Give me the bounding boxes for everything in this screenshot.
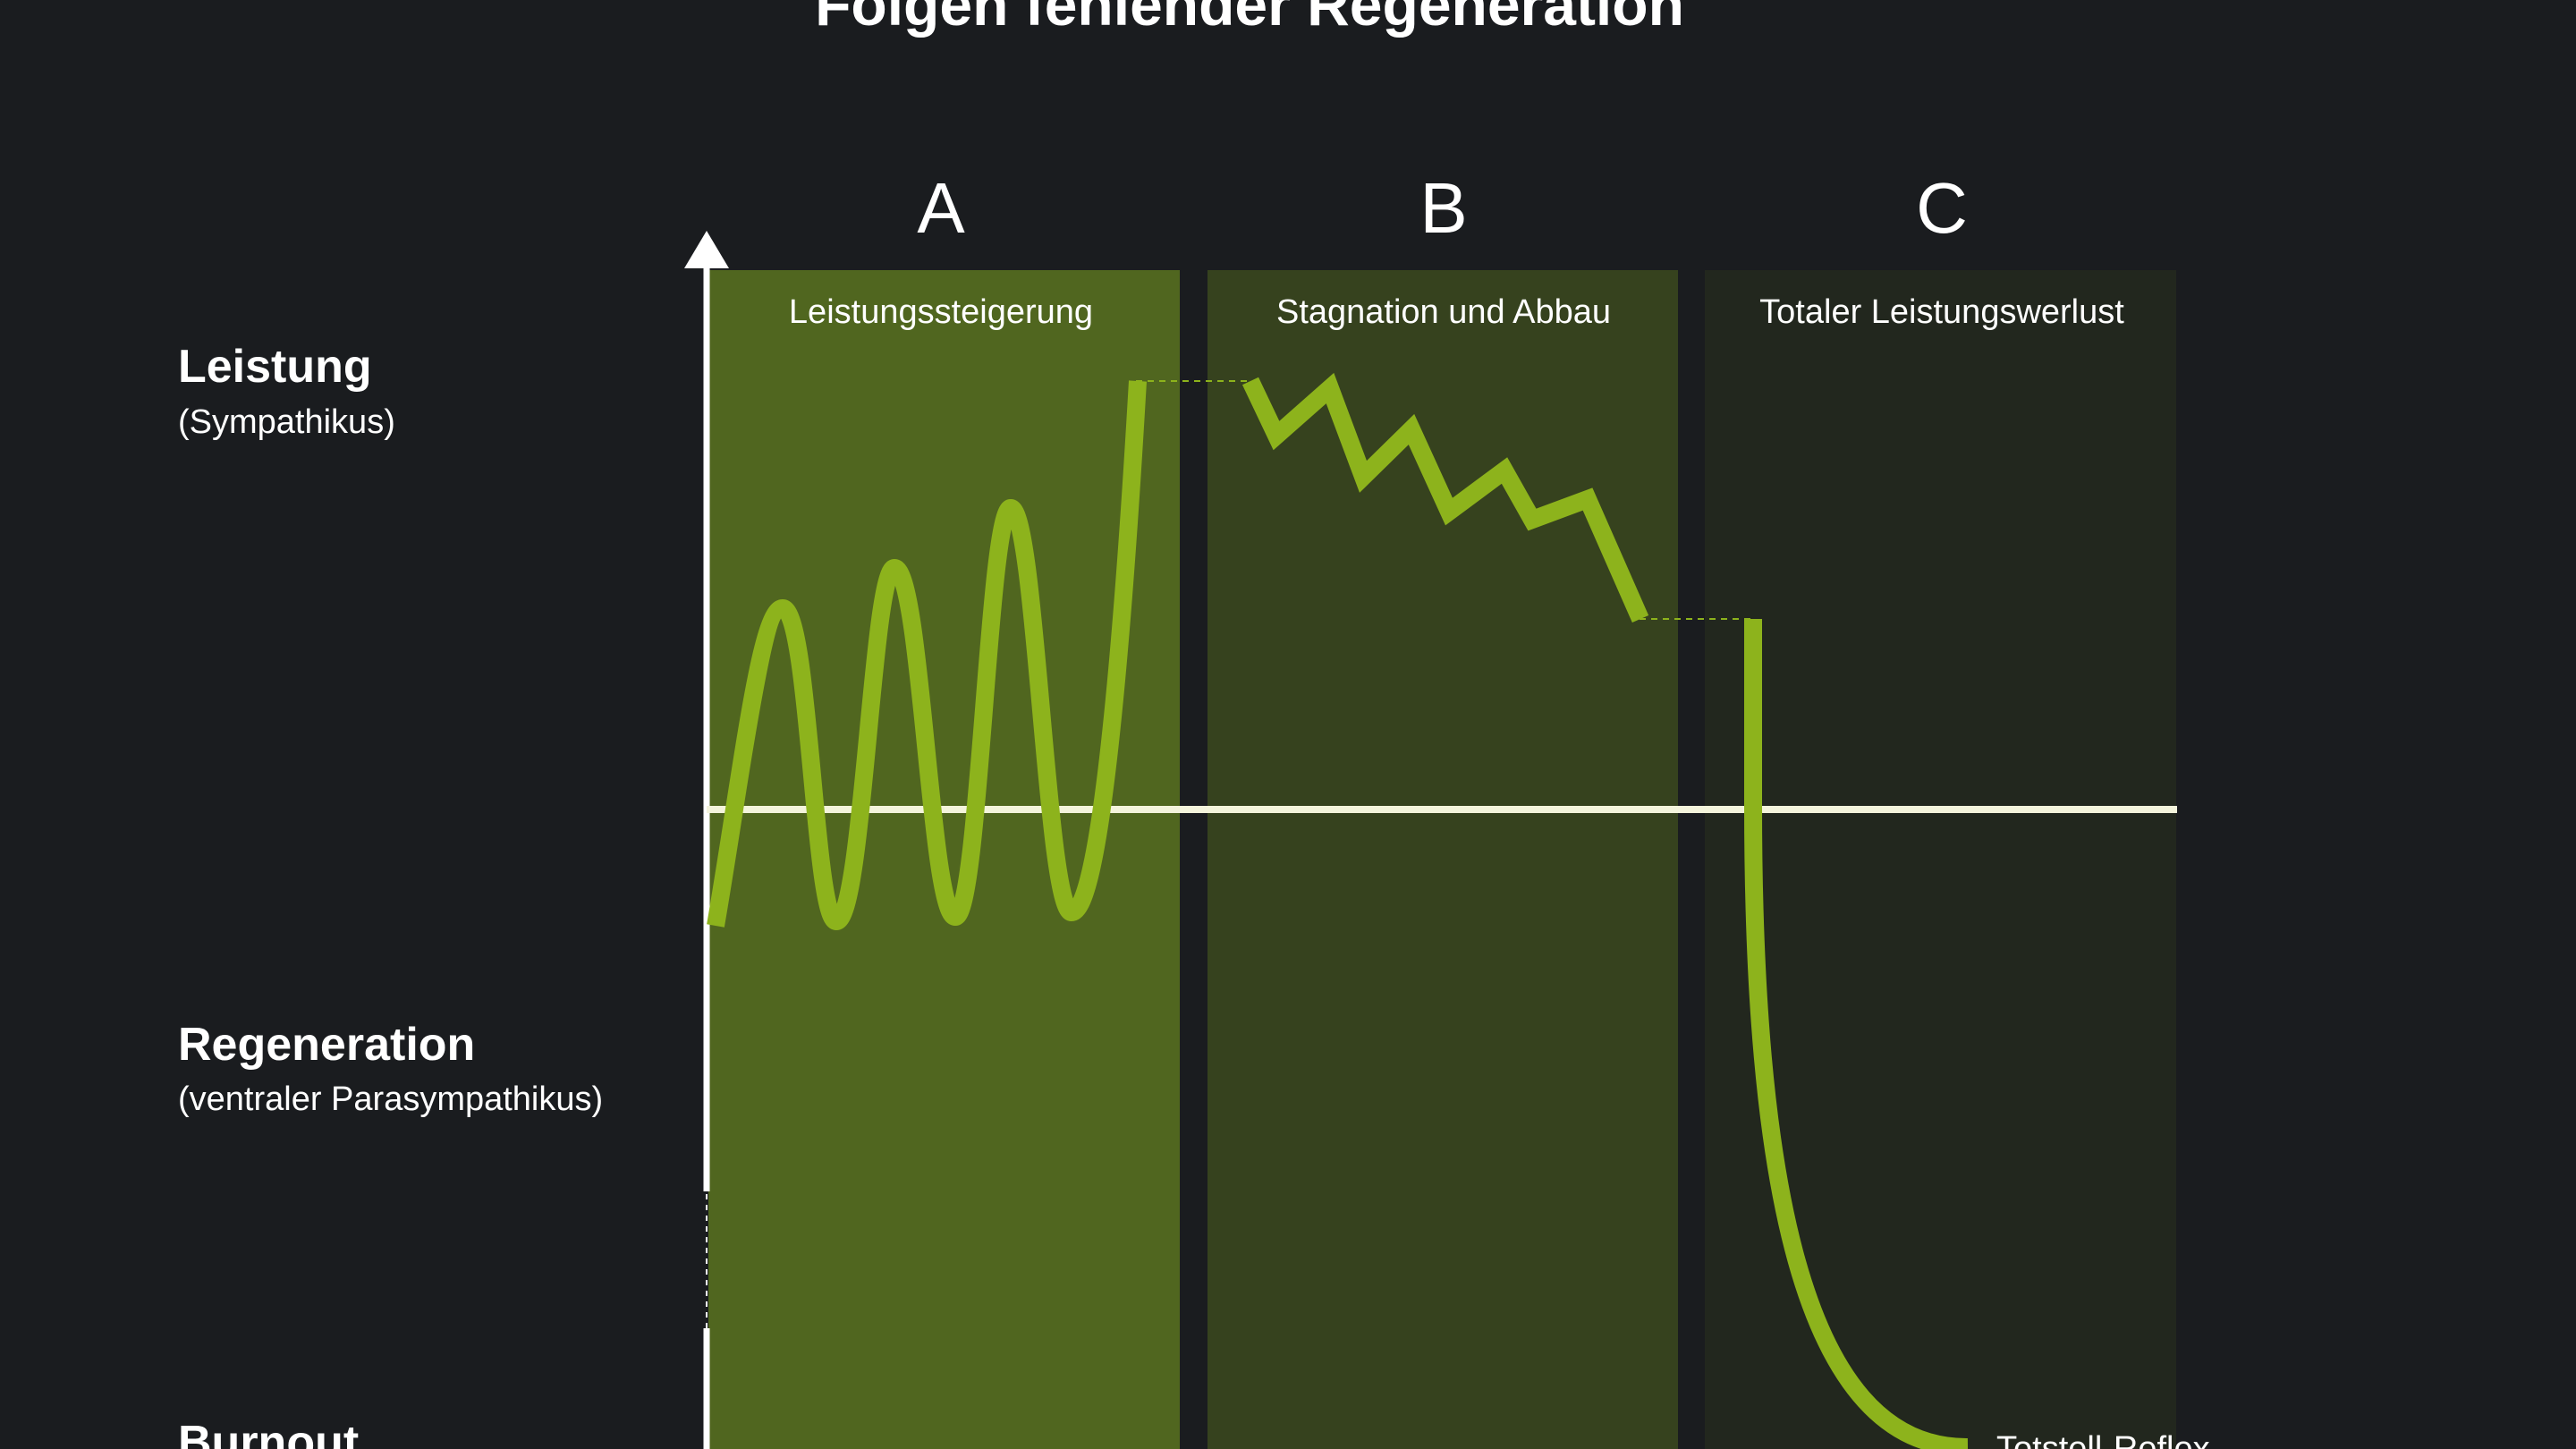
curve-phase-c <box>1744 619 1969 1449</box>
leistung-sublabel: (Sympathikus) <box>178 403 395 441</box>
phase-c-letter: C <box>1916 168 1968 248</box>
phase-c-caption: Totaler Leistungswerlust <box>1759 293 2124 331</box>
curve-phase-a <box>707 380 1147 930</box>
diagram-title: Folgen fehlender Regeneration <box>815 0 1684 38</box>
leistung-label: Leistung <box>178 341 372 393</box>
totstell-reflex-label: Totstell-Reflex <box>1996 1430 2210 1449</box>
axis-arrow-icon <box>684 231 729 268</box>
phase-a-letter: A <box>917 168 965 248</box>
burnout-label: Burnout <box>178 1417 359 1449</box>
regeneration-sublabel: (ventraler Parasympathikus) <box>178 1080 603 1118</box>
phase-b-caption: Stagnation und Abbau <box>1276 293 1611 331</box>
regeneration-label: Regeneration <box>178 1019 475 1071</box>
phase-b-letter: B <box>1419 168 1467 248</box>
phase-c-panel <box>1705 270 2176 1449</box>
curve-phase-b <box>1241 372 1649 623</box>
phase-a-caption: Leistungssteigerung <box>789 293 1093 331</box>
phase-b-panel <box>1208 270 1678 1449</box>
